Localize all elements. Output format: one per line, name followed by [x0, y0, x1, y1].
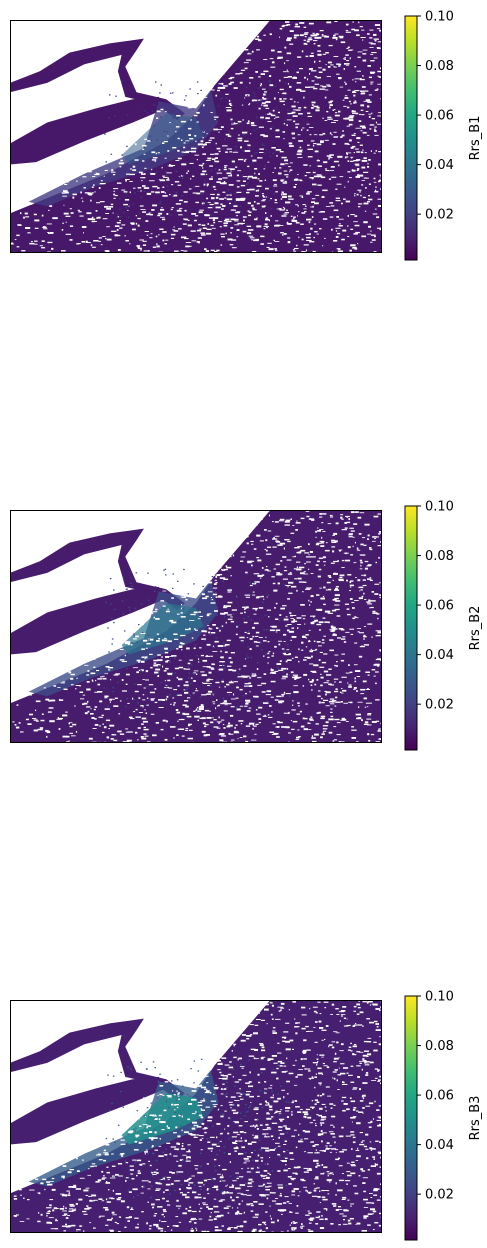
colorbar-gradient — [404, 995, 418, 1241]
estuary-channel — [10, 586, 167, 655]
colorbar-tick-label: 0.04 — [425, 158, 454, 173]
colorbar-tick-label: 0.06 — [425, 109, 454, 124]
panel-1: 0.02 0.04 0.06 0.08 0.10 Rrs_B1 — [10, 10, 483, 261]
axes-frame — [10, 1000, 382, 1233]
colorbar: 0.02 0.04 0.06 0.08 0.10 Rrs_B2 — [404, 500, 483, 751]
river-branch — [10, 1018, 185, 1101]
colorbar-tick-label: 0.08 — [425, 1039, 454, 1054]
axes-frame — [10, 510, 382, 743]
heatmap-image — [10, 1000, 382, 1233]
heatmap-image — [10, 510, 382, 743]
colorbar: 0.02 0.04 0.06 0.08 0.10 Rrs_B3 — [404, 990, 483, 1241]
estuary-channel — [10, 96, 167, 165]
heatmap-image — [10, 20, 382, 253]
colorbar-tick-label: 0.06 — [425, 599, 454, 614]
missing-pixels — [13, 1000, 382, 1233]
colorbar-tick-label: 0.02 — [425, 1188, 454, 1203]
estuary-channel — [10, 1076, 167, 1145]
colorbar-tick-label: 0.08 — [425, 549, 454, 564]
colorbar-tick-label: 0.08 — [425, 59, 454, 74]
missing-pixels — [10, 20, 382, 253]
plume-core — [121, 1093, 204, 1145]
colorbar-tick-label: 0.02 — [425, 698, 454, 713]
river-branch — [10, 528, 185, 611]
colorbar-tick-label: 0.06 — [425, 1089, 454, 1104]
colorbar-gradient — [404, 15, 418, 261]
axes-frame — [10, 20, 382, 253]
colorbar-tick-label: 0.04 — [425, 648, 454, 663]
colorbar-gradient — [404, 505, 418, 751]
colorbar-tick-label: 0.10 — [425, 990, 454, 1005]
river-branch — [10, 38, 185, 121]
panel-3: 0.02 0.04 0.06 0.08 0.10 Rrs_B3 — [10, 990, 483, 1241]
colorbar-tick-label: 0.10 — [425, 500, 454, 515]
colorbar-label: Rrs_B3 — [468, 1096, 483, 1141]
colorbar: 0.02 0.04 0.06 0.08 0.10 Rrs_B1 — [404, 10, 483, 261]
colorbar-label: Rrs_B1 — [468, 116, 483, 161]
plume-core — [121, 113, 204, 165]
missing-pixels — [12, 510, 382, 743]
colorbar-tick-label: 0.02 — [425, 208, 454, 223]
colorbar-tick-label: 0.10 — [425, 10, 454, 25]
colorbar-label: Rrs_B2 — [468, 606, 483, 651]
panel-2: 0.02 0.04 0.06 0.08 0.10 Rrs_B2 — [10, 500, 483, 751]
plume-core — [121, 603, 204, 655]
colorbar-tick-label: 0.04 — [425, 1138, 454, 1153]
